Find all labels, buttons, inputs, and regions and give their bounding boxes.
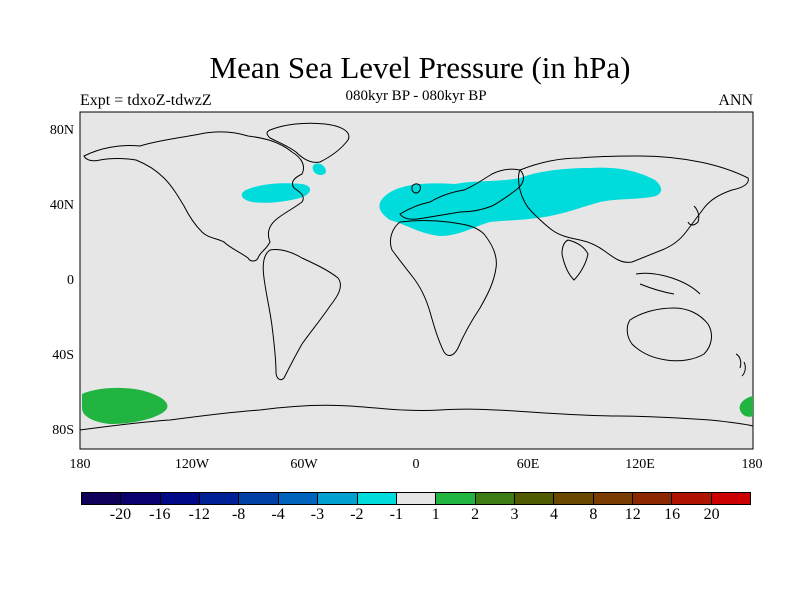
south-america-coastline (262, 249, 341, 381)
europe-asia-negative-region (379, 167, 662, 236)
chart-title: Mean Sea Level Pressure (in hPa) (209, 50, 631, 85)
australia-coastline (626, 307, 712, 362)
colorbar-label: -8 (231, 506, 246, 523)
colorbar-box (239, 493, 279, 504)
colorbar-box (318, 493, 358, 504)
southeast-asia-islands-coastline (635, 272, 701, 295)
colorbar-box (672, 493, 712, 504)
colorbar-label: -12 (188, 506, 210, 523)
south-pacific-positive-region-east (739, 396, 753, 417)
lon-label-120w: 120W (174, 457, 210, 472)
colorbar-label: -3 (310, 506, 325, 523)
colorbar-box (711, 493, 751, 504)
lat-label-40n: 40N (49, 198, 74, 213)
greenland-coastline (266, 122, 350, 163)
colorbar-label: 1 (431, 506, 440, 523)
lon-label-60w: 60W (290, 457, 318, 472)
map-background (79, 111, 754, 450)
greenland-negative-region (312, 163, 326, 175)
colorbar-box (593, 493, 634, 504)
colorbar-label: 12 (624, 506, 641, 523)
lat-label-40s: 40S (52, 348, 74, 363)
experiment-label: Expt = tdxoZ-tdwzZ (80, 92, 212, 109)
colorbar-box (396, 493, 437, 504)
lon-label-120e: 120E (625, 457, 655, 472)
anomaly-fills (82, 163, 753, 424)
north-america-coastline (83, 131, 305, 262)
colorbar-label: -20 (109, 506, 132, 523)
lon-label-180e: 180 (741, 457, 763, 472)
new-zealand-coastline (735, 353, 746, 377)
season-label: ANN (718, 92, 753, 109)
lat-label-80n: 80N (49, 123, 74, 138)
colorbar-label: -2 (350, 506, 364, 523)
colorbar-label: 2 (471, 506, 480, 523)
lon-label-0: 0 (412, 457, 420, 472)
world-map (79, 111, 754, 450)
colorbar-box (160, 493, 201, 504)
india-coastline (561, 239, 589, 281)
colorbar-box (200, 493, 240, 504)
north-america-negative-region (241, 183, 311, 203)
colorbar-box (514, 493, 555, 504)
uk-coastline (411, 183, 421, 194)
lon-label-180w: 180 (69, 457, 91, 472)
colorbar-box (436, 493, 476, 504)
europe-coastline (399, 168, 524, 220)
colorbar-label: -4 (271, 506, 285, 523)
coastlines (79, 122, 754, 431)
colorbar-box (554, 493, 594, 504)
colorbar-label: 20 (703, 506, 720, 523)
chart-subtitle: 080kyr BP - 080kyr BP (345, 88, 487, 104)
map-panel (79, 111, 754, 450)
africa-coastline (389, 220, 497, 356)
colorbar-label: 3 (510, 506, 519, 523)
lon-label-60e: 60E (516, 457, 540, 472)
south-pacific-positive-region (82, 387, 168, 424)
colorbar-label: -1 (389, 506, 403, 523)
colorbar-box (278, 493, 319, 504)
lat-label-80s: 80S (52, 423, 74, 438)
colorbar-box (475, 493, 515, 504)
colorbar-box (633, 493, 673, 504)
colorbar-label: 8 (589, 506, 598, 523)
antarctica-coastline (79, 404, 754, 431)
colorbar-label: -16 (149, 506, 171, 523)
colorbar-label: 16 (664, 506, 681, 523)
japan-coastline (687, 205, 700, 226)
colorbar-box (357, 493, 397, 504)
colorbar-box (121, 493, 161, 504)
asia-coastline (518, 155, 749, 263)
colorbar (81, 492, 751, 505)
colorbar-box (82, 493, 122, 504)
colorbar-label: 4 (549, 506, 558, 523)
lat-label-0: 0 (67, 273, 74, 288)
